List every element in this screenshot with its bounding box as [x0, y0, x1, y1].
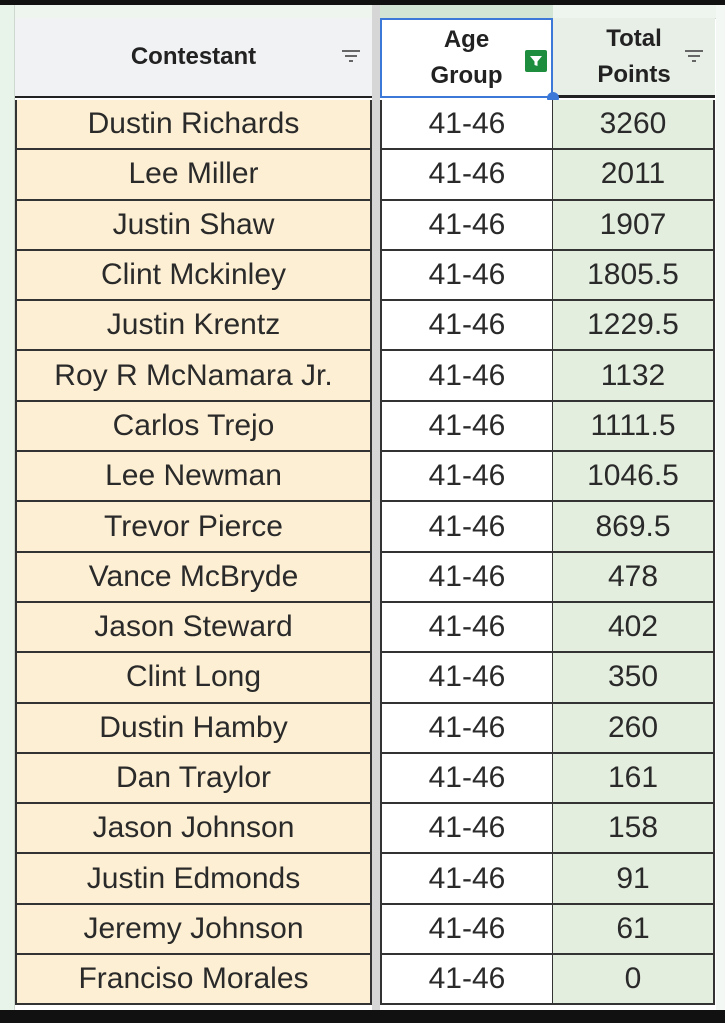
table-row: Justin Edmonds 41-46 91 — [15, 854, 715, 905]
cell-age-group[interactable]: 41-46 — [380, 100, 553, 151]
table-row: Clint Long 41-46 350 — [15, 653, 715, 704]
table-row: Jeremy Johnson 41-46 61 — [15, 904, 715, 956]
cell-total-points[interactable]: 0 — [553, 955, 715, 1006]
cell-contestant[interactable]: Trevor Pierce — [15, 502, 372, 553]
table-row: Dan Traylor 41-46 161 — [15, 753, 715, 805]
cell-total-points[interactable]: 1805.5 — [553, 250, 715, 302]
table-row: Lee Miller 41-46 2011 — [15, 150, 715, 201]
cell-age-group[interactable]: 41-46 — [380, 804, 553, 855]
cell-contestant[interactable]: Lee Newman — [15, 452, 372, 503]
cell-age-group[interactable]: 41-46 — [380, 904, 553, 956]
cell-total-points[interactable]: 260 — [553, 703, 715, 754]
cell-age-group[interactable]: 41-46 — [380, 502, 553, 553]
cell-age-group[interactable]: 41-46 — [380, 200, 553, 251]
cell-contestant[interactable]: Jeremy Johnson — [15, 904, 372, 956]
cell-total-points[interactable]: 402 — [553, 602, 715, 654]
table-row: Lee Newman 41-46 1046.5 — [15, 452, 715, 503]
cell-age-group[interactable]: 41-46 — [380, 703, 553, 754]
cell-total-points[interactable]: 2011 — [553, 150, 715, 201]
column-header-c[interactable] — [553, 5, 716, 19]
cell-contestant[interactable]: Jason Steward — [15, 602, 372, 654]
cell-contestant[interactable]: Franciso Morales — [15, 955, 372, 1006]
filter-icon[interactable] — [342, 50, 360, 64]
cell-contestant[interactable]: Jason Johnson — [15, 804, 372, 855]
top-edge — [0, 0, 725, 5]
cell-total-points[interactable]: 869.5 — [553, 502, 715, 553]
cell-total-points[interactable]: 1111.5 — [553, 401, 715, 453]
cell-age-group[interactable]: 41-46 — [380, 301, 553, 352]
table-row: Trevor Pierce 41-46 869.5 — [15, 502, 715, 553]
data-rows: Dustin Richards 41-46 3260 Lee Miller 41-46 2… — [15, 100, 715, 1006]
cell-total-points[interactable]: 61 — [553, 904, 715, 956]
cell-total-points[interactable]: 1132 — [553, 351, 715, 402]
cell-age-group[interactable]: 41-46 — [380, 753, 553, 805]
table-row: Justin Krentz 41-46 1229.5 — [15, 301, 715, 352]
header-points-label-1: Total — [606, 24, 662, 52]
cell-contestant[interactable]: Dan Traylor — [15, 753, 372, 805]
cell-total-points[interactable]: 1907 — [553, 200, 715, 251]
table-row: Jason Steward 41-46 402 — [15, 602, 715, 654]
cell-age-group[interactable]: 41-46 — [380, 401, 553, 453]
cell-age-group[interactable]: 41-46 — [380, 602, 553, 654]
cell-contestant[interactable]: Clint Long — [15, 653, 372, 704]
cell-age-group[interactable]: 41-46 — [380, 351, 553, 402]
bottom-edge — [0, 1010, 725, 1023]
header-age-group[interactable]: Age Group — [380, 18, 553, 98]
header-age-label-1: Age — [443, 26, 490, 53]
cell-contestant[interactable]: Dustin Hamby — [15, 703, 372, 754]
cell-age-group[interactable]: 41-46 — [380, 250, 553, 302]
cell-total-points[interactable]: 161 — [553, 753, 715, 805]
cell-total-points[interactable]: 3260 — [553, 100, 715, 151]
cell-contestant[interactable]: Justin Shaw — [15, 200, 372, 251]
cell-contestant[interactable]: Justin Krentz — [15, 301, 372, 352]
table-row: Jason Johnson 41-46 158 — [15, 804, 715, 855]
table-row: Vance McBryde 41-46 478 — [15, 552, 715, 603]
cell-age-group[interactable]: 41-46 — [380, 955, 553, 1006]
cell-age-group[interactable]: 41-46 — [380, 150, 553, 201]
cell-contestant[interactable]: Justin Edmonds — [15, 854, 372, 905]
cell-contestant[interactable]: Dustin Richards — [15, 100, 372, 151]
header-points-label-2: Points — [597, 60, 671, 88]
table-row: Franciso Morales 41-46 0 — [15, 955, 715, 1006]
header-age-label-2: Group — [430, 62, 503, 89]
cell-total-points[interactable]: 478 — [553, 552, 715, 603]
column-header-a[interactable] — [15, 5, 372, 19]
cell-contestant[interactable]: Carlos Trejo — [15, 401, 372, 453]
table-row: Dustin Richards 41-46 3260 — [15, 100, 715, 151]
table-row: Justin Shaw 41-46 1907 — [15, 200, 715, 251]
cell-total-points[interactable]: 158 — [553, 804, 715, 855]
table-row: Clint Mckinley 41-46 1805.5 — [15, 250, 715, 302]
cell-age-group[interactable]: 41-46 — [380, 452, 553, 503]
active-filter-icon[interactable] — [525, 50, 547, 72]
header-contestant-label: Contestant — [130, 43, 257, 70]
cell-contestant[interactable]: Roy R McNamara Jr. — [15, 351, 372, 402]
cell-contestant[interactable]: Lee Miller — [15, 150, 372, 201]
frozen-column-divider[interactable] — [372, 5, 380, 1010]
cell-total-points[interactable]: 1229.5 — [553, 301, 715, 352]
row-header-strip — [0, 5, 15, 1010]
cell-age-group[interactable]: 41-46 — [380, 854, 553, 905]
table-row: Dustin Hamby 41-46 260 — [15, 703, 715, 754]
filter-icon[interactable] — [685, 50, 703, 64]
header-contestant[interactable]: Contestant — [15, 18, 372, 98]
table-row: Carlos Trejo 41-46 1111.5 — [15, 401, 715, 453]
column-header-b[interactable] — [380, 5, 553, 19]
cell-age-group[interactable]: 41-46 — [380, 653, 553, 704]
table-row: Roy R McNamara Jr. 41-46 1132 — [15, 351, 715, 402]
cell-total-points[interactable]: 91 — [553, 854, 715, 905]
next-column — [716, 5, 725, 1010]
header-total-points[interactable]: Total Points — [553, 18, 715, 98]
cell-total-points[interactable]: 350 — [553, 653, 715, 704]
cell-contestant[interactable]: Clint Mckinley — [15, 250, 372, 302]
cell-contestant[interactable]: Vance McBryde — [15, 552, 372, 603]
cell-total-points[interactable]: 1046.5 — [553, 452, 715, 503]
cell-age-group[interactable]: 41-46 — [380, 552, 553, 603]
